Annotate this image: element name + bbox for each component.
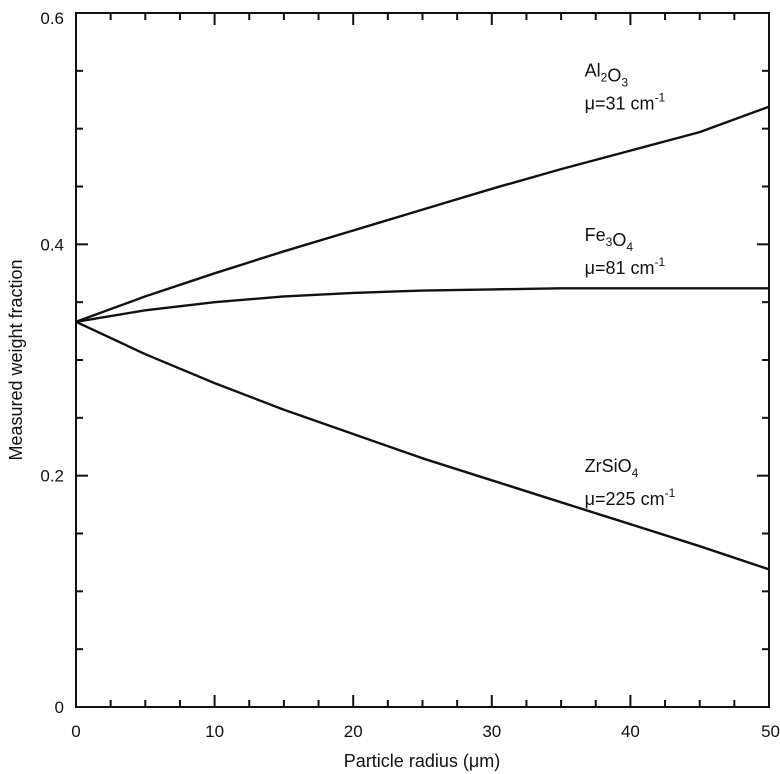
series-line-fe3o4 <box>75 287 769 323</box>
tick-labels: 0 10 20 30 40 50 0 0.2 0.4 0.6 <box>40 9 780 741</box>
y-axis-label: Measured weight fraction <box>6 259 26 460</box>
series-line-zrsio4 <box>75 320 770 571</box>
x-tick-label: 10 <box>205 722 224 741</box>
x-tick-label: 30 <box>482 722 501 741</box>
series-line-al2o3 <box>75 105 770 323</box>
annotation-formula: Fe3O4 <box>585 225 634 254</box>
x-tick-label: 20 <box>344 722 363 741</box>
series-lines <box>75 105 770 571</box>
y-tick-label: 0 <box>55 698 64 717</box>
ticks <box>75 12 770 708</box>
annotation-formula: Al2O3 <box>585 61 629 90</box>
y-tick-label: 0.2 <box>40 467 64 486</box>
plot-frame <box>75 12 770 708</box>
x-tick-label: 40 <box>621 722 640 741</box>
annotation-formula: ZrSiO4 <box>585 456 639 480</box>
y-tick-label: 0.4 <box>40 235 64 254</box>
annotation-mu: μ=31 cm-1 <box>585 91 666 114</box>
x-axis-label: Particle radius (μm) <box>344 751 500 771</box>
x-tick-label: 0 <box>71 722 80 741</box>
annotation-mu: μ=81 cm-1 <box>585 255 666 278</box>
y-tick-label: 0.6 <box>40 9 64 28</box>
x-tick-label: 50 <box>761 722 780 741</box>
annotation-mu: μ=225 cm-1 <box>585 486 676 509</box>
